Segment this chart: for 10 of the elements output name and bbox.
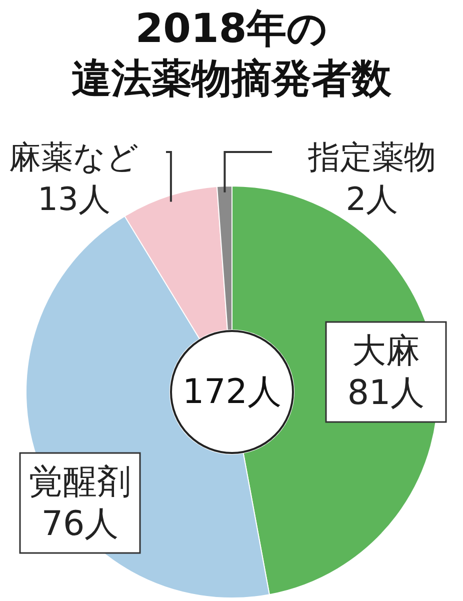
chart-title: 2018年の違法薬物摘発者数 <box>70 5 392 104</box>
data-label: 76人 <box>41 504 119 544</box>
slice-label: 覚醒剤 <box>29 462 131 502</box>
data-label: 81人 <box>347 373 425 413</box>
slice-label: 大麻 <box>352 331 420 371</box>
slice-label: 麻薬など <box>9 138 139 176</box>
text: 172人 <box>170 330 294 454</box>
data-label: 2人 <box>346 180 398 218</box>
slice-label: 指定薬物 <box>307 138 436 176</box>
data-label: 13人 <box>38 180 110 218</box>
